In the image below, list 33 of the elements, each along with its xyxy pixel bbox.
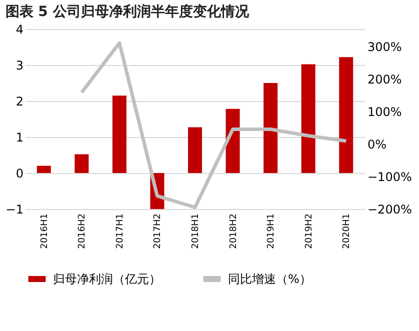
x-tick-label: 2019H2 <box>304 214 314 249</box>
x-tick-label: 2017H2 <box>153 214 164 249</box>
x-tick-label: 2018H2 <box>228 214 239 249</box>
legend-label: 归母净利润（亿元） <box>53 272 161 286</box>
bar <box>36 166 51 173</box>
bar <box>339 57 354 173</box>
y2-tick-label: 100% <box>368 104 402 119</box>
y-tick-label: 1 <box>16 130 24 144</box>
y2-tick-label: −200% <box>368 202 412 216</box>
x-tick-label: 2019H1 <box>266 214 277 249</box>
x-tick-label: 2020H1 <box>342 214 352 249</box>
bar <box>74 154 89 173</box>
bar <box>301 64 316 173</box>
x-tick-label: 2016H1 <box>40 214 50 249</box>
y-tick-label: 3 <box>16 58 24 72</box>
y2-tick-label: −100% <box>368 170 412 184</box>
x-tick-label: 2017H1 <box>115 214 126 249</box>
y-tick-label: 2 <box>16 94 24 108</box>
y2-tick-label: 0% <box>368 137 387 152</box>
line-series <box>80 41 348 210</box>
x-tick-label: 2018H1 <box>191 214 201 249</box>
y-tick-label: 0 <box>16 166 24 180</box>
bar <box>226 108 240 173</box>
y2-tick-label: 300% <box>368 40 402 54</box>
y-tick-label: 4 <box>16 22 24 36</box>
chart-title: 图表 5 公司归母净利润半年度变化情况 <box>5 3 250 20</box>
x-tick-label: 2016H2 <box>78 214 88 249</box>
bar <box>188 127 202 173</box>
legend-label: 同比增速（%） <box>228 272 312 286</box>
bar <box>112 96 126 173</box>
y-tick-label: −1 <box>6 202 24 216</box>
bar <box>264 83 278 173</box>
y2-tick-label: 200% <box>368 72 402 86</box>
